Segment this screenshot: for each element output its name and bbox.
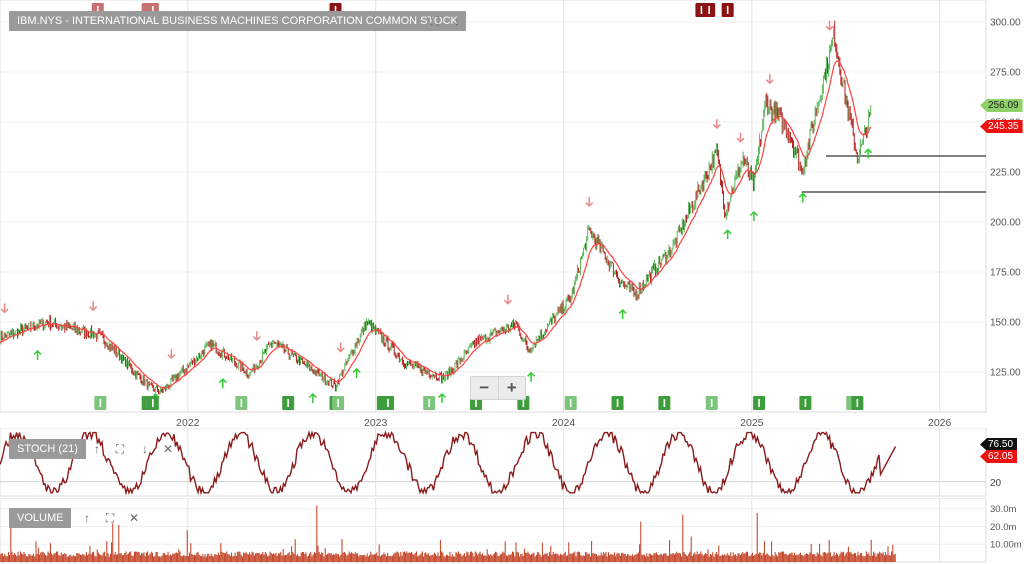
earnings-marker-icon[interactable] (282, 396, 295, 410)
earnings-marker-icon[interactable] (382, 396, 395, 410)
stoch-k-tag: 76.50 (980, 438, 1018, 451)
earnings-marker-icon[interactable] (703, 3, 716, 17)
close-icon[interactable]: ✕ (162, 442, 174, 456)
x-tick-label: 2025 (740, 417, 764, 429)
up-arrow-icon[interactable]: ↑ (94, 442, 100, 456)
last-price-tag: 256.09 (980, 99, 1023, 112)
sell-signal-arrow (736, 132, 745, 143)
earnings-markers-bottom (94, 396, 864, 410)
sell-signal-arrow (503, 294, 512, 305)
sell-signal-arrow (765, 74, 774, 85)
buy-signal-arrow (527, 371, 536, 382)
down-arrow-icon[interactable]: ↓ (142, 442, 148, 456)
stoch-level-label: 20 (990, 478, 1002, 489)
expand-icon[interactable]: ⛶ (430, 14, 440, 28)
earnings-marker-icon[interactable] (851, 396, 864, 410)
earnings-marker-icon[interactable] (705, 396, 718, 410)
buy-signal-arrow (438, 392, 447, 403)
volume-bars (0, 505, 896, 562)
chart-title: IBM.NYS - INTERNATIONAL BUSINESS MACHINE… (9, 11, 466, 31)
volume-tick-label: 20.0m (990, 522, 1016, 533)
earnings-marker-icon[interactable] (753, 396, 766, 410)
signal-arrows (0, 20, 873, 403)
x-tick-label: 2024 (552, 417, 576, 429)
y-tick-label: 225.00 (990, 168, 1021, 179)
volume-y-axis: 10.00m 20.0m 30.0m (990, 504, 1022, 551)
moving-average-line (0, 60, 872, 389)
buy-signal-arrow (33, 349, 42, 361)
zoom-control: − + (470, 376, 526, 400)
earnings-marker-icon[interactable] (332, 396, 345, 410)
stoch-panel-label: STOCH (21) (9, 439, 86, 459)
down-arrow-icon[interactable]: ↓ (454, 14, 460, 28)
stoch-k-line (0, 430, 897, 496)
sell-signal-arrow (89, 301, 98, 312)
earnings-marker-icon[interactable] (721, 3, 734, 17)
price-chart[interactable]: 125.00150.00175.00200.00225.00250.00275.… (0, 0, 1024, 430)
x-tick-label: 2022 (176, 417, 200, 429)
buy-signal-arrow (864, 148, 873, 159)
earnings-marker-icon[interactable] (611, 396, 624, 410)
price-y-axis: 125.00150.00175.00200.00225.00250.00275.… (990, 18, 1021, 379)
x-tick-label: 2023 (364, 417, 388, 429)
price-grid (0, 0, 987, 413)
y-tick-label: 275.00 (990, 68, 1021, 79)
sell-signal-arrow (336, 342, 345, 353)
y-tick-label: 175.00 (990, 268, 1021, 279)
zoom-out-button[interactable]: − (479, 378, 490, 397)
y-tick-label: 125.00 (990, 368, 1021, 379)
volume-chart[interactable]: 10.00m 20.0m 30.0m (0, 498, 1024, 564)
stochastic-chart[interactable]: 20 (0, 428, 1024, 498)
earnings-marker-icon[interactable] (799, 396, 812, 410)
y-tick-label: 150.00 (990, 318, 1021, 329)
sell-signal-arrow (167, 349, 176, 360)
support-lines (801, 155, 986, 193)
zoom-in-button[interactable]: + (497, 377, 526, 399)
volume-panel-label: VOLUME (9, 508, 72, 528)
sell-signal-arrow (585, 197, 594, 208)
stoch-d-tag: 62.05 (980, 450, 1018, 463)
expand-icon[interactable]: ⛶ (105, 511, 115, 525)
sell-signal-arrow (252, 331, 261, 342)
buy-signal-arrow (618, 308, 627, 319)
y-tick-label: 200.00 (990, 218, 1021, 229)
earnings-marker-icon[interactable] (94, 396, 107, 410)
volume-tick-label: 10.00m (990, 540, 1022, 551)
sell-signal-arrow (0, 303, 9, 314)
expand-icon[interactable]: ⛶ (115, 442, 125, 456)
buy-signal-arrow (352, 367, 361, 378)
buy-signal-arrow (798, 192, 807, 203)
price-candles (0, 20, 872, 395)
close-icon[interactable]: ✕ (128, 511, 140, 525)
earnings-marker-icon[interactable] (146, 396, 159, 410)
x-tick-label: 2026 (928, 417, 952, 429)
earnings-marker-icon[interactable] (235, 396, 248, 410)
date-x-axis: 2022 2023 2024 2025 2026 (176, 417, 951, 429)
earnings-marker-icon[interactable] (658, 396, 671, 410)
buy-signal-arrow (723, 229, 732, 240)
volume-tick-label: 30.0m (990, 504, 1016, 515)
y-tick-label: 300.00 (990, 18, 1021, 29)
up-arrow-icon[interactable]: ↑ (84, 511, 90, 525)
buy-signal-arrow (749, 210, 758, 221)
buy-signal-arrow (218, 378, 227, 389)
stoch-grid (0, 428, 987, 497)
moving-average-tag: 245.35 (980, 120, 1023, 133)
sell-signal-arrow (712, 119, 721, 130)
earnings-marker-icon[interactable] (423, 396, 436, 410)
buy-signal-arrow (308, 392, 317, 403)
sell-signal-arrow (825, 20, 834, 31)
earnings-marker-icon[interactable] (564, 396, 577, 410)
